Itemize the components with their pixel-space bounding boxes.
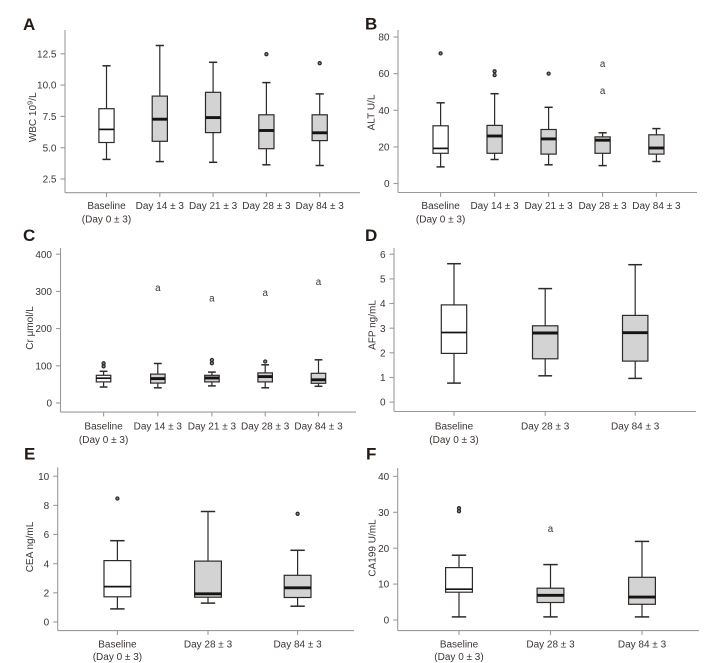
svg-text:(Day 0 ± 3): (Day 0 ± 3) — [82, 215, 131, 226]
svg-text:20: 20 — [378, 544, 390, 555]
svg-text:(Day 0 ± 3): (Day 0 ± 3) — [429, 435, 478, 446]
svg-text:10: 10 — [378, 580, 390, 591]
svg-text:(Day 0 ± 3): (Day 0 ± 3) — [93, 652, 142, 663]
svg-text:Day 28 ± 3: Day 28 ± 3 — [521, 422, 570, 433]
svg-text:Day 28 ± 3: Day 28 ± 3 — [241, 422, 290, 433]
svg-text:CA199 U/mL: CA199 U/mL — [368, 519, 379, 577]
svg-text:40: 40 — [378, 472, 390, 483]
svg-text:a: a — [262, 288, 268, 299]
svg-text:400: 400 — [35, 250, 52, 261]
svg-text:Day 84 ± 3: Day 84 ± 3 — [296, 201, 345, 212]
svg-text:40: 40 — [378, 106, 390, 117]
svg-text:Baseline: Baseline — [421, 201, 460, 212]
svg-text:CEA ng/mL: CEA ng/mL — [25, 521, 36, 572]
svg-text:Baseline: Baseline — [98, 640, 137, 651]
svg-text:8: 8 — [44, 501, 50, 512]
svg-text:6: 6 — [380, 250, 386, 261]
svg-text:Day 28 ± 3: Day 28 ± 3 — [578, 201, 627, 212]
svg-text:C: C — [23, 226, 35, 245]
svg-text:30: 30 — [378, 508, 390, 519]
svg-text:Cr μmol/L: Cr μmol/L — [25, 306, 36, 350]
svg-text:10: 10 — [38, 472, 50, 483]
svg-text:AFP ng/mL: AFP ng/mL — [367, 300, 378, 350]
svg-text:A: A — [23, 15, 35, 34]
svg-text:10.0: 10.0 — [37, 81, 57, 92]
svg-text:2.5: 2.5 — [43, 175, 57, 186]
svg-text:0: 0 — [46, 399, 52, 410]
svg-text:Day 14 ± 3: Day 14 ± 3 — [136, 201, 185, 212]
svg-text:Baseline: Baseline — [435, 422, 474, 433]
svg-text:Day 21 ± 3: Day 21 ± 3 — [189, 201, 238, 212]
svg-text:Day 14 ± 3: Day 14 ± 3 — [470, 201, 519, 212]
svg-text:a: a — [600, 59, 606, 70]
svg-text:E: E — [24, 445, 35, 464]
svg-text:6: 6 — [44, 530, 50, 541]
svg-text:Day 84 ± 3: Day 84 ± 3 — [632, 201, 681, 212]
svg-text:4: 4 — [380, 299, 386, 310]
svg-text:Day 28 ± 3: Day 28 ± 3 — [526, 640, 575, 651]
svg-text:80: 80 — [378, 33, 390, 44]
svg-text:Day 14 ± 3: Day 14 ± 3 — [134, 422, 183, 433]
svg-text:a: a — [548, 524, 554, 535]
svg-text:2: 2 — [380, 348, 386, 359]
svg-text:200: 200 — [35, 324, 52, 335]
svg-text:5.0: 5.0 — [43, 143, 57, 154]
svg-text:Baseline: Baseline — [440, 640, 479, 651]
svg-text:a: a — [155, 283, 161, 294]
svg-text:0: 0 — [384, 179, 390, 190]
svg-text:D: D — [365, 226, 377, 245]
svg-text:3: 3 — [380, 324, 386, 335]
svg-text:100: 100 — [35, 361, 52, 372]
svg-text:300: 300 — [35, 287, 52, 298]
svg-text:2: 2 — [44, 588, 50, 599]
svg-text:60: 60 — [378, 69, 390, 80]
svg-text:Baseline: Baseline — [84, 422, 123, 433]
svg-text:12.5: 12.5 — [37, 49, 57, 60]
svg-text:Day 21 ± 3: Day 21 ± 3 — [524, 201, 573, 212]
svg-text:a: a — [316, 277, 322, 288]
svg-text:5: 5 — [380, 275, 386, 286]
svg-text:0: 0 — [44, 618, 50, 629]
svg-text:Day 28 ± 3: Day 28 ± 3 — [242, 201, 291, 212]
svg-text:4: 4 — [44, 559, 50, 570]
svg-text:(Day 0 ± 3): (Day 0 ± 3) — [416, 215, 465, 226]
svg-text:ALT U/L: ALT U/L — [367, 94, 378, 130]
svg-text:1: 1 — [380, 373, 386, 384]
svg-text:Day 21 ± 3: Day 21 ± 3 — [188, 422, 237, 433]
svg-text:0: 0 — [380, 398, 386, 409]
svg-text:(Day 0 ± 3): (Day 0 ± 3) — [434, 652, 483, 663]
svg-text:Day 84 ± 3: Day 84 ± 3 — [611, 422, 660, 433]
svg-text:(Day 0 ± 3): (Day 0 ± 3) — [79, 435, 128, 446]
svg-text:Day 28 ± 3: Day 28 ± 3 — [184, 640, 233, 651]
svg-text:7.5: 7.5 — [43, 112, 57, 123]
svg-text:Day 84 ± 3: Day 84 ± 3 — [273, 640, 322, 651]
svg-text:Day 84 ± 3: Day 84 ± 3 — [618, 640, 667, 651]
svg-text:a: a — [209, 294, 215, 305]
svg-text:Baseline: Baseline — [87, 201, 126, 212]
svg-text:20: 20 — [378, 143, 390, 154]
svg-text:Day 84 ± 3: Day 84 ± 3 — [294, 422, 343, 433]
svg-text:WBC 109/L: WBC 109/L — [26, 92, 40, 142]
svg-text:0: 0 — [384, 616, 390, 627]
svg-text:B: B — [365, 15, 377, 34]
svg-text:a: a — [600, 86, 606, 97]
svg-text:F: F — [366, 445, 376, 464]
